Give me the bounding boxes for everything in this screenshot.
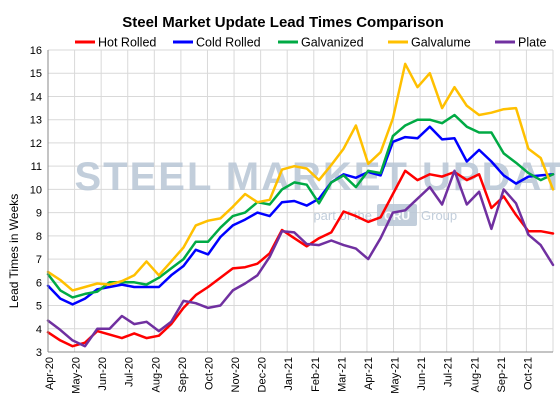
x-tick-label: Aug-20 [150,357,162,392]
watermark-sub-text: part of the [313,208,372,223]
y-axis-label: Lead Times in Weeks [7,194,21,309]
x-tick-label: Apr-20 [44,357,56,390]
x-tick-label: May-21 [390,357,402,394]
y-tick-labels: 3 4 5 6 7 8 9 10 11 12 13 14 15 16 [30,45,42,359]
x-tick-label: Jul-21 [443,357,455,387]
y-tick-label: 6 [36,277,42,289]
y-tick-label: 4 [36,324,42,336]
chart-title: Steel Market Update Lead Times Compariso… [122,14,443,31]
axes [47,50,553,353]
series-line-galvalume [46,62,555,292]
series-line-galvanized [46,113,555,299]
y-tick-label: 8 [36,231,42,243]
y-tick-label: 14 [30,91,42,103]
x-tick-label: Jun-20 [97,357,109,391]
x-tick-label: Aug-21 [469,357,481,392]
x-tick-label: May-20 [71,357,83,394]
y-tick-label: 15 [30,68,42,80]
legend-label-hot-rolled: Hot Rolled [98,36,156,50]
series-lines [46,62,555,348]
y-tick-label: 7 [36,254,42,266]
x-tick-label: Apr-21 [363,357,375,390]
x-tick-label: Nov-20 [230,357,242,392]
series-line-cold-rolled [46,125,555,306]
x-tick-label: Oct-21 [522,357,534,390]
y-tick-label: 10 [30,184,42,196]
x-tick-label: Mar-21 [336,357,348,392]
legend: Hot Rolled Cold Rolled Galvanized Galvalume… [75,36,547,50]
x-tick-label: Jun-21 [416,357,428,391]
y-tick-label: 16 [30,45,42,57]
gridlines [47,49,554,353]
y-tick-label: 5 [36,301,42,313]
x-tick-labels: Apr-20 May-20 Jun-20 Jul-20 Aug-20 Sep-20 Oct-… [44,357,534,394]
x-tick-label: Dec-20 [257,357,269,392]
legend-label-galvalume: Galvalume [411,36,471,50]
x-tick-label: Feb-21 [310,357,322,392]
y-tick-label: 9 [36,208,42,220]
y-tick-label: 12 [30,138,42,150]
y-tick-label: 13 [30,115,42,127]
x-tick-label: Sep-20 [177,357,189,392]
y-tick-label: 11 [31,161,42,173]
y-tick-label: 3 [36,347,42,359]
series-line-hot-rolled [46,169,555,348]
x-tick-label: Jul-20 [124,357,136,387]
series-line-plate [46,169,555,348]
x-tick-label: Sep-21 [496,357,508,392]
watermark-suffix-text: Group [421,208,457,223]
x-tick-label: Jan-21 [283,357,295,391]
legend-label-galvanized: Galvanized [301,36,364,50]
x-tick-label: Oct-20 [203,357,215,390]
legend-label-cold-rolled: Cold Rolled [196,36,261,50]
legend-label-plate: Plate [518,36,547,50]
